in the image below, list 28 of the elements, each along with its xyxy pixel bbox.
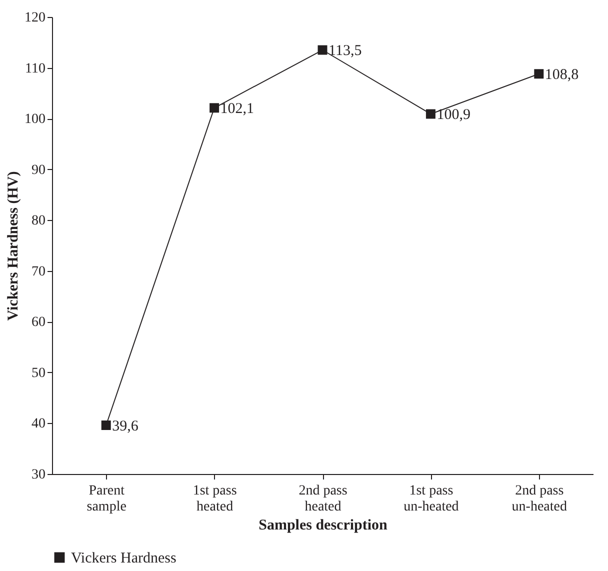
x-tick-label: 2nd pass un-heated (512, 484, 567, 514)
y-tick-label: 50 (32, 366, 46, 381)
y-tick-label: 90 (32, 162, 46, 178)
y-tick-label: 100 (24, 112, 46, 128)
x-tick-label: Parent sample (86, 484, 126, 514)
y-tick-label: 70 (32, 264, 46, 280)
point (210, 103, 220, 113)
point (534, 69, 544, 79)
y-tick-label: 80 (32, 214, 46, 229)
y-tick-label: 120 (24, 10, 46, 26)
y-tick-label: 40 (32, 416, 46, 432)
data-label: 39,6 (112, 418, 139, 434)
data-label: 102,1 (220, 100, 254, 117)
legend-label: Vickers Hardness (71, 550, 176, 566)
y-tick-label: 30 (32, 468, 46, 482)
data-label: 113,5 (328, 43, 362, 60)
x-tick-label: 2nd pass heated (298, 484, 348, 514)
x-axis-title: Samples description (258, 518, 388, 534)
y-axis-title: Vickers Hardness (HV) (6, 171, 22, 321)
y-tick-label: 110 (25, 61, 46, 76)
data-label: 100,9 (436, 106, 470, 123)
point (426, 109, 436, 119)
data-label: 108,8 (544, 66, 579, 83)
x-tick-label: 1st pass heated (192, 484, 237, 514)
y-tick-label: 60 (32, 315, 46, 330)
point (101, 420, 111, 430)
x-tick-label: 1st pass un-heated (404, 484, 459, 514)
point (318, 45, 328, 55)
